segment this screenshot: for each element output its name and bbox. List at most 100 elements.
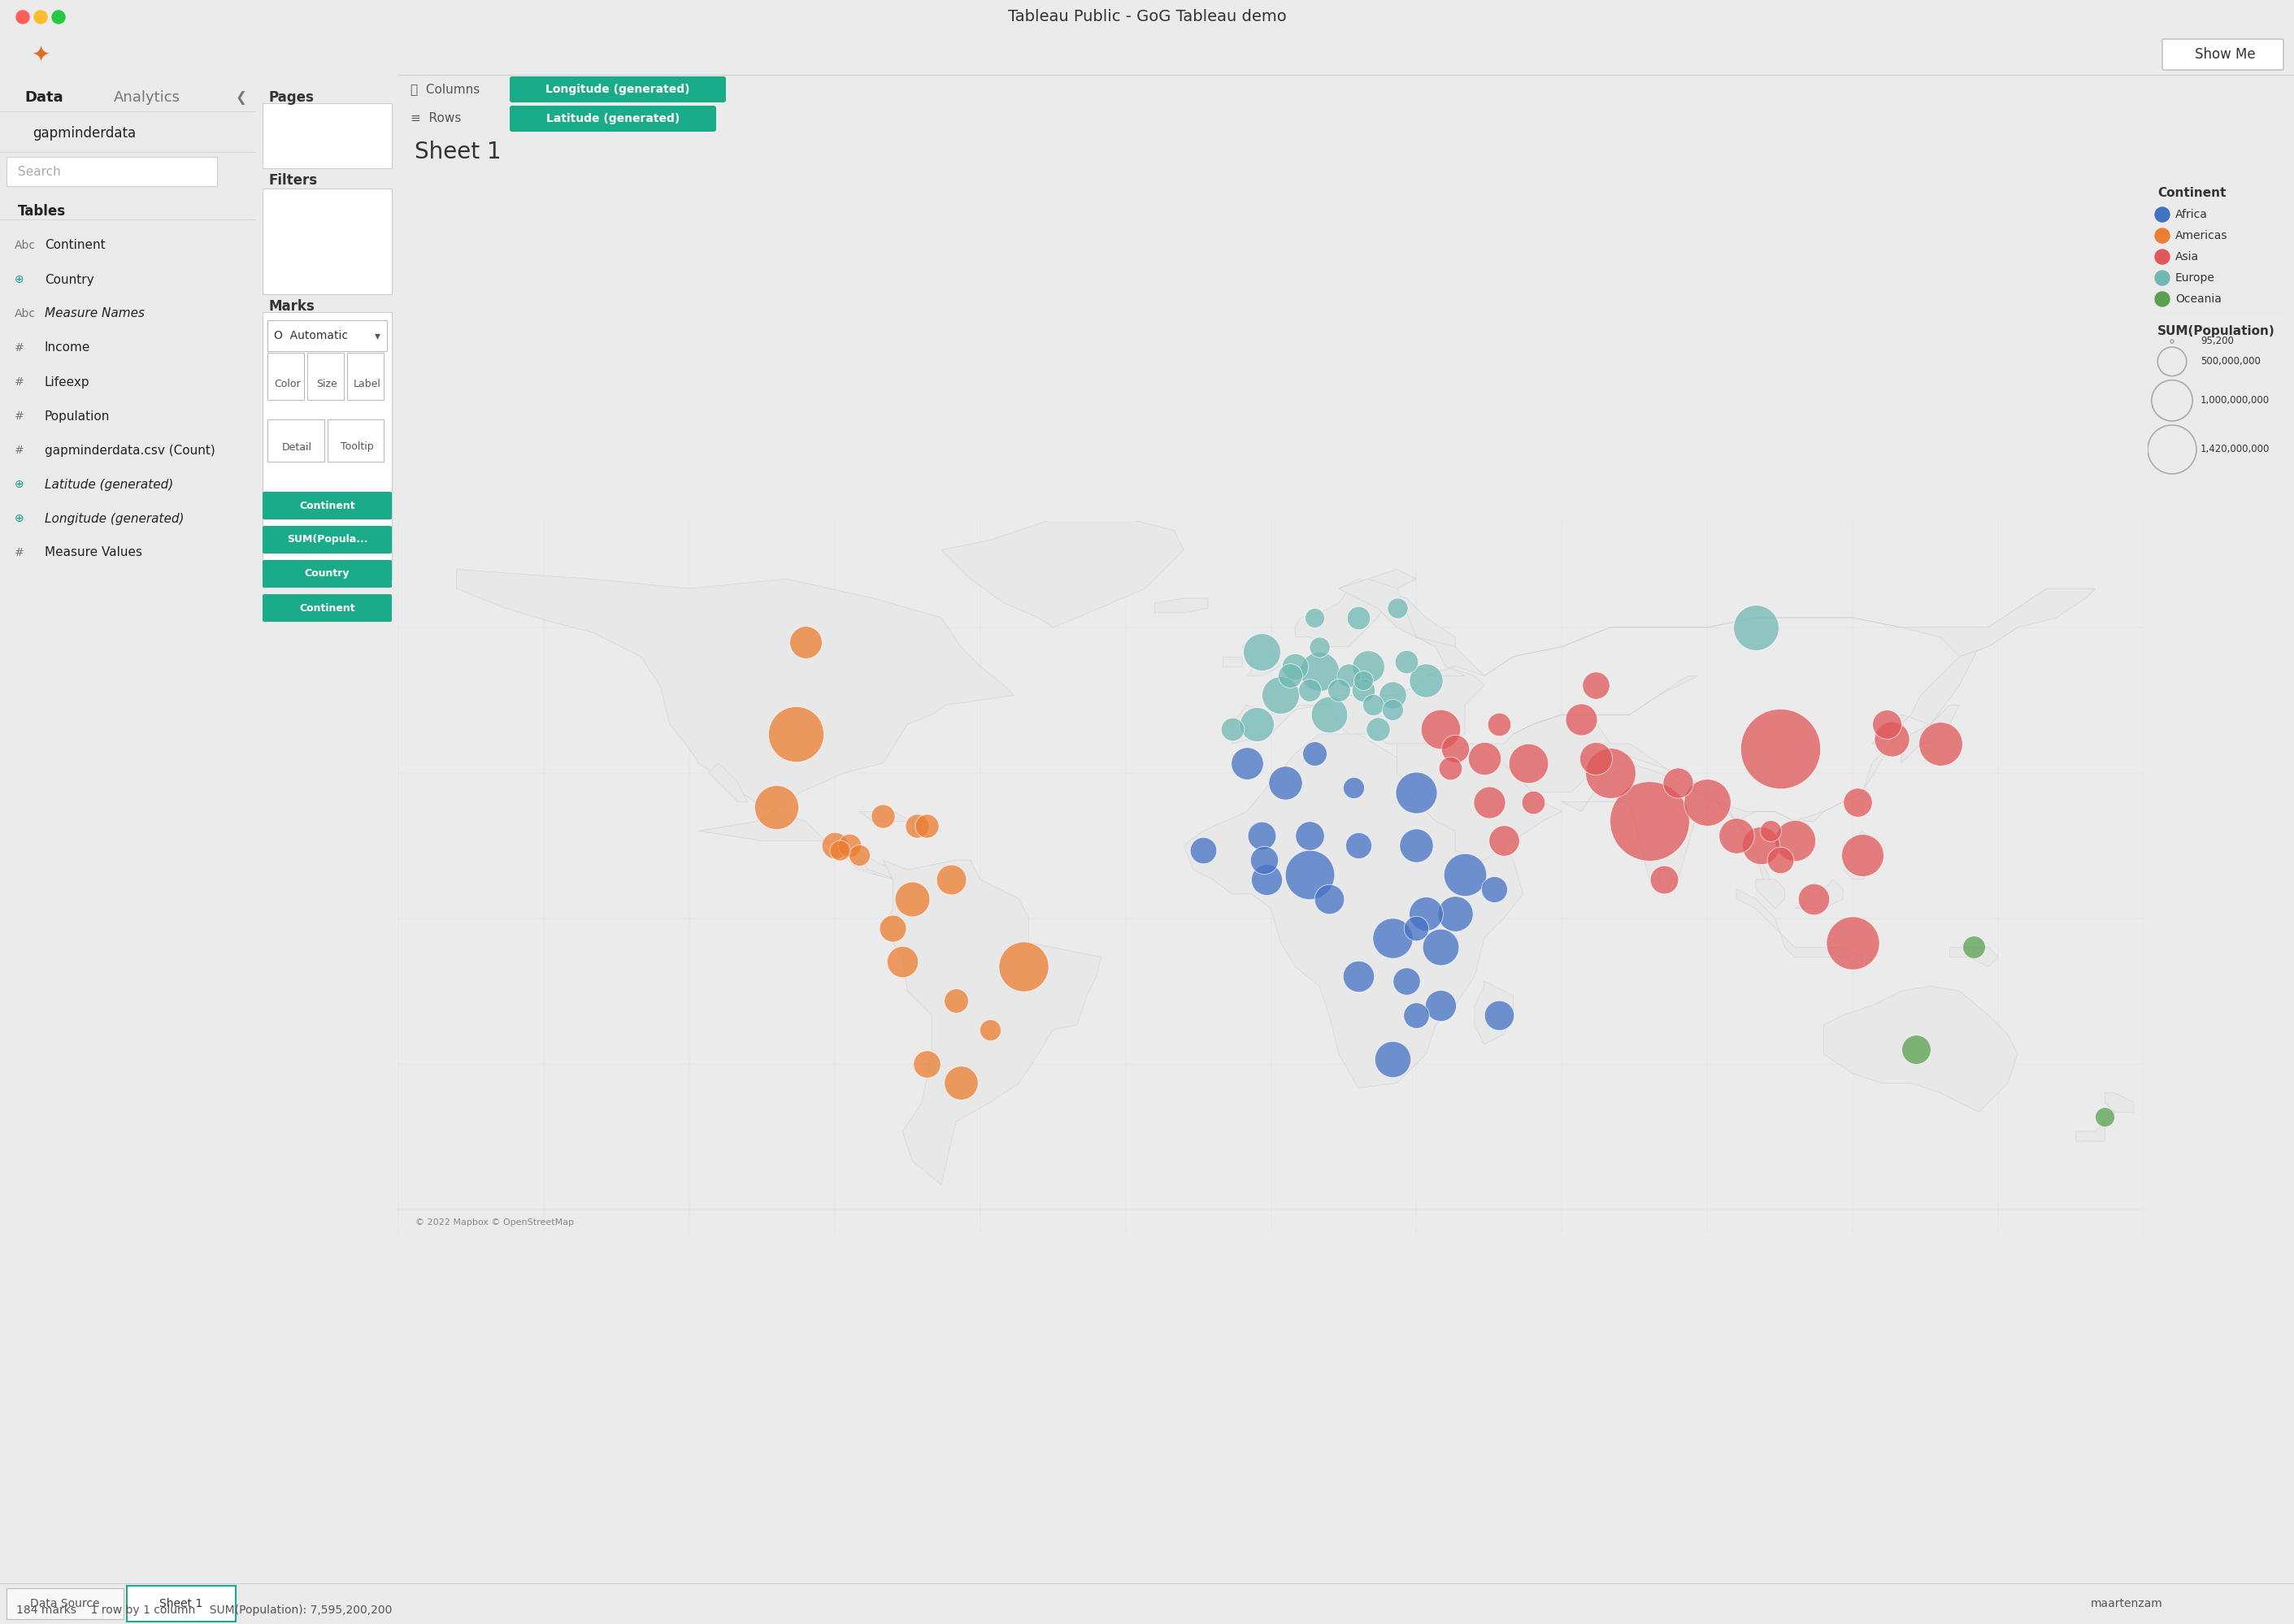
Point: [1388, 648, 1425, 674]
Circle shape: [34, 11, 48, 24]
Point: [1262, 682, 1298, 708]
Point: [1844, 843, 1881, 869]
Polygon shape: [1737, 890, 1863, 966]
Point: [1296, 741, 1333, 767]
Text: Search: Search: [18, 166, 60, 177]
Point: [1374, 682, 1411, 708]
Point: [1922, 731, 1959, 757]
Point: [1470, 789, 1507, 815]
Polygon shape: [1872, 724, 1902, 744]
Point: [1374, 1046, 1411, 1072]
Text: Latitude (generated): Latitude (generated): [546, 114, 679, 125]
Text: 1,420,000,000: 1,420,000,000: [2200, 445, 2271, 455]
Polygon shape: [1854, 831, 1872, 851]
Point: [1292, 823, 1328, 849]
Text: #: #: [14, 343, 25, 354]
Point: [1874, 726, 1911, 752]
Point: [1631, 809, 1668, 835]
Point: [1741, 833, 1778, 859]
Polygon shape: [1296, 568, 1415, 646]
Point: [1718, 823, 1755, 849]
Text: ⊕: ⊕: [14, 513, 23, 525]
Point: [1514, 789, 1551, 815]
FancyBboxPatch shape: [126, 1585, 236, 1621]
Circle shape: [2154, 208, 2170, 222]
Polygon shape: [883, 861, 1101, 1186]
FancyBboxPatch shape: [262, 560, 392, 588]
Text: Continent: Continent: [298, 500, 356, 512]
Point: [1353, 692, 1390, 718]
Circle shape: [2154, 292, 2170, 307]
Polygon shape: [1514, 676, 1698, 734]
Point: [757, 794, 794, 820]
FancyBboxPatch shape: [7, 1588, 124, 1619]
Point: [1321, 677, 1358, 703]
Point: [830, 833, 867, 859]
FancyBboxPatch shape: [7, 158, 218, 187]
Polygon shape: [457, 568, 1014, 880]
Point: [1296, 604, 1333, 630]
Polygon shape: [2106, 1093, 2133, 1112]
Point: [1397, 780, 1434, 806]
Point: [1360, 716, 1397, 742]
Point: [1480, 711, 1516, 737]
Text: #: #: [14, 445, 25, 456]
Circle shape: [16, 11, 30, 24]
Point: [970, 1017, 1007, 1043]
Circle shape: [2154, 271, 2170, 286]
Text: Pages: Pages: [268, 91, 314, 106]
Polygon shape: [1755, 880, 1785, 908]
Text: #: #: [14, 547, 25, 559]
Text: ✦: ✦: [32, 44, 50, 67]
Text: ⊕: ⊕: [14, 479, 23, 490]
Text: ⊕: ⊕: [14, 274, 23, 286]
Point: [865, 804, 902, 830]
Text: #: #: [14, 411, 25, 422]
Text: 95,200: 95,200: [2200, 336, 2234, 346]
Polygon shape: [1716, 802, 1776, 908]
Point: [821, 838, 858, 864]
Polygon shape: [1154, 598, 1209, 612]
Text: Continent: Continent: [44, 239, 106, 252]
Point: [1278, 653, 1314, 679]
Text: Measure Names: Measure Names: [44, 307, 145, 320]
Text: Sheet 1: Sheet 1: [161, 1598, 202, 1609]
Text: 184 marks    1 row by 1 column    SUM(Population): 7,595,200,200: 184 marks 1 row by 1 column SUM(Populati…: [16, 1605, 392, 1616]
Point: [1292, 862, 1328, 888]
Text: Data: Data: [25, 91, 64, 106]
Point: [1466, 745, 1503, 771]
Bar: [262, 312, 392, 578]
Text: SUM(Population): SUM(Population): [2156, 325, 2276, 338]
Text: Abc: Abc: [14, 240, 37, 252]
Point: [1954, 934, 1991, 960]
Text: Europe: Europe: [2175, 273, 2216, 284]
Bar: [307, 352, 344, 400]
Point: [1340, 604, 1376, 630]
Point: [1340, 833, 1376, 859]
Point: [1480, 1002, 1516, 1028]
Polygon shape: [1950, 947, 1998, 966]
Polygon shape: [1842, 861, 1872, 880]
Point: [1292, 677, 1328, 703]
Text: Tables: Tables: [18, 205, 67, 219]
Point: [1374, 924, 1411, 950]
Point: [1344, 667, 1381, 693]
Point: [1243, 823, 1280, 849]
Point: [1436, 736, 1473, 762]
Bar: [268, 320, 388, 351]
Point: [1409, 667, 1445, 693]
Point: [840, 843, 876, 869]
Text: Continent: Continent: [2156, 187, 2225, 200]
Text: © 2022 Mapbox © OpenStreetMap: © 2022 Mapbox © OpenStreetMap: [415, 1218, 574, 1226]
Point: [1578, 745, 1615, 771]
Text: Show Me: Show Me: [2195, 47, 2255, 62]
Point: [1331, 663, 1367, 689]
Bar: [346, 352, 383, 400]
Text: gapminderdata.csv (Count): gapminderdata.csv (Count): [44, 445, 216, 456]
Point: [1422, 934, 1459, 960]
Text: ⦀  Columns: ⦀ Columns: [411, 83, 479, 96]
Polygon shape: [941, 516, 1184, 627]
Polygon shape: [1824, 986, 2016, 1112]
Point: [895, 885, 931, 911]
Point: [1005, 953, 1041, 979]
